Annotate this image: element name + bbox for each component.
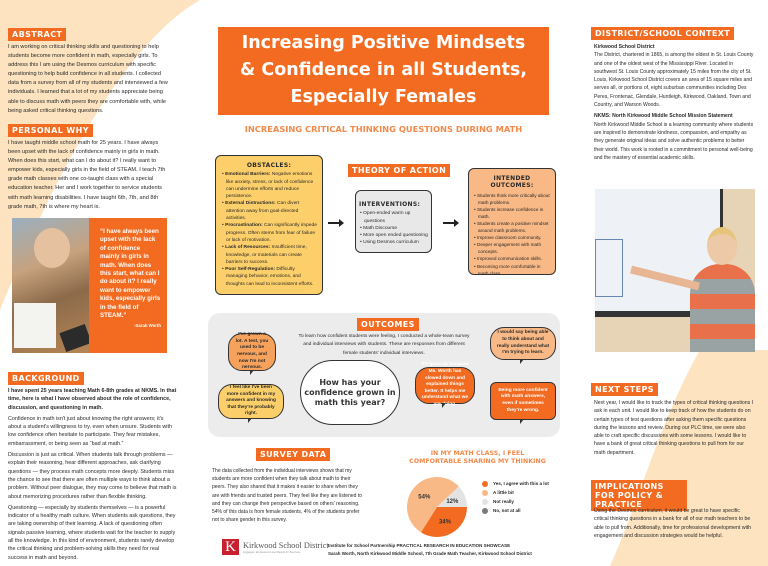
quote-block: “I have always been upset with the lack … [89, 218, 167, 353]
title-line: Especially Females [290, 87, 477, 107]
obstacle-item: Procrastination: Can significantly imped… [221, 222, 317, 244]
outcome-item: Deeper engagement with math concepts. [473, 241, 551, 255]
legend-swatch [482, 498, 488, 505]
district-paragraph: The District, chartered in 1865, is amon… [594, 52, 754, 109]
outcome-item: Students increase confidence in math. [473, 206, 551, 220]
next-steps-text: Next year, I would like to track the typ… [594, 400, 754, 456]
title-line: & Confidence in all Students, [240, 60, 527, 80]
poster-title: Increasing Positive Mindsets & Confidenc… [218, 27, 549, 115]
district-logo: K Kirkwood School District Engaged, Empo… [222, 539, 329, 555]
legend-item: A little bit [482, 488, 549, 497]
chart-title: IN MY MATH CLASS, I FEEL COMFORTABLE SHA… [409, 450, 546, 465]
outcome-item: Improve classroom community. [473, 234, 551, 241]
outcome-item: Becoming more comfortable in math class. [473, 263, 551, 277]
legend-swatch [482, 507, 488, 514]
outcome-item: Students think more critically about mat… [473, 192, 551, 206]
next-steps-heading: NEXT STEPS [591, 383, 658, 396]
legend-item: No, not at all [482, 506, 549, 515]
interventions-heading: INTERVENTIONS: [359, 201, 421, 208]
title-line: Increasing Positive Mindsets [241, 33, 526, 53]
implications-text: Using the Desmos curriculum, it would be… [594, 508, 752, 539]
pie-label: 54% [418, 494, 431, 500]
outcome-item: Students create a positive mindset aroun… [473, 220, 551, 234]
background-heading: BACKGROUND [8, 372, 84, 385]
survey-text: The data collected from the individual i… [212, 468, 362, 524]
logo-mark: K [222, 539, 239, 555]
chart-legend: Yes, I agree with this a lot A little bi… [482, 479, 549, 515]
teacher-photo [595, 189, 755, 352]
outcome-item: Improved communication skills. [473, 255, 551, 262]
pie-slice [407, 477, 459, 533]
district-subheading: Kirkwood School District [594, 44, 655, 50]
intended-outcomes-heading: INTENDED OUTCOMES: [490, 175, 534, 190]
obstacle-item: Lack of Resources: Insufficient time, kn… [221, 244, 317, 266]
pie-label: 12% [446, 499, 459, 505]
background-paragraph: Discussion is just as critical. When stu… [8, 452, 177, 500]
legend-swatch [482, 489, 488, 496]
background-paragraph: Questioning — especially by students the… [8, 504, 176, 561]
pie-slice [437, 486, 467, 507]
footer-line: Institute for School Partnership PRACTIC… [328, 543, 511, 548]
arrow-right-icon [443, 219, 459, 227]
district-subheading: NKMS: North Kirkwood Middle School Missi… [594, 113, 733, 120]
intervention-item: Using Desmos curriculum [359, 239, 428, 246]
legend-item: Yes, I agree with this a lot [482, 479, 549, 488]
implications-heading: IMPLICATIONS FOR POLICY & PRACTICE [591, 480, 687, 511]
pie-label: 34% [439, 519, 452, 525]
footer-credits: Institute for School Partnership PRACTIC… [328, 542, 532, 557]
intervention-item: Open-ended warm up questions [359, 210, 428, 225]
logo-tagline: Engaged, Empowered and Ready for Success [243, 549, 301, 554]
district-paragraph: North Kirkwood Middle School is a learni… [594, 121, 754, 161]
board-content [640, 237, 695, 262]
legend-swatch [482, 480, 488, 487]
student-photo [12, 218, 89, 353]
intended-outcomes-box: INTENDED OUTCOMES: Students think more c… [468, 168, 556, 277]
quote-bubble: Being more confident with math answers, … [490, 382, 556, 424]
quote-bubble: I've grown a lot. A test, you used to be… [228, 332, 276, 375]
logo-name: Kirkwood School District [243, 540, 329, 550]
abstract-text: I am working on critical thinking skills… [8, 44, 168, 114]
background-paragraph: I have spent 25 years teaching Math 6-8t… [8, 388, 177, 411]
outcomes-intro: To learn how confident students were fee… [298, 334, 470, 356]
quote-bubble: I would say being able to think about an… [490, 327, 556, 364]
obstacle-item: Emotional Barriers: Negative emotions li… [221, 171, 317, 200]
quote-bubble: I feel like I've been more confident in … [218, 384, 284, 423]
pie-chart: 34% 54% 12% [407, 477, 467, 537]
obstacles-box: OBSTACLES: Emotional Barriers: Negative … [215, 155, 323, 295]
intervention-item: More open ended questioning [359, 232, 428, 239]
question-cloud: How has your confidence grown in math th… [300, 360, 400, 425]
legend-item: Not really [482, 497, 549, 506]
obstacles-heading: OBSTACLES: [246, 162, 292, 169]
pie-slice [420, 507, 467, 537]
theory-of-action-heading: THEORY OF ACTION [348, 164, 451, 177]
quote-bubble: It's gone up because Ms. Worth has slowe… [415, 362, 475, 408]
survey-data-heading: SURVEY DATA [256, 448, 331, 461]
intervention-item: Math Discourse [359, 225, 428, 232]
obstacle-item: Poor Self-Regulation: Difficulty managin… [221, 266, 317, 288]
district-context-heading: DISTRICT/SCHOOL CONTEXT [591, 27, 735, 40]
background-paragraph: Confidence in math isn't just about know… [8, 415, 172, 447]
interventions-box: INTERVENTIONS: Open-ended warm up questi… [355, 190, 432, 253]
quote-author: -Sarah Worth [134, 323, 161, 329]
arrow-right-icon [328, 219, 344, 227]
personal-why-heading: PERSONAL WHY [8, 124, 93, 137]
district-context-text: Kirkwood School District The District, c… [594, 43, 754, 165]
background-text: I have spent 25 years teaching Math 6-8t… [8, 387, 178, 565]
abstract-heading: ABSTRACT [8, 28, 67, 41]
obstacle-item: External Distractions: Can divert attent… [221, 200, 317, 222]
personal-why-text: I have taught middle school math for 25 … [8, 140, 166, 210]
outcomes-heading: OUTCOMES [357, 318, 419, 331]
footer-line: Sarah Worth, North Kirkwood Middle Schoo… [328, 550, 532, 556]
poster-subtitle: INCREASING CRITICAL THINKING QUESTIONS D… [244, 124, 523, 134]
quote-text: “I have always been upset with the lack … [100, 228, 161, 320]
